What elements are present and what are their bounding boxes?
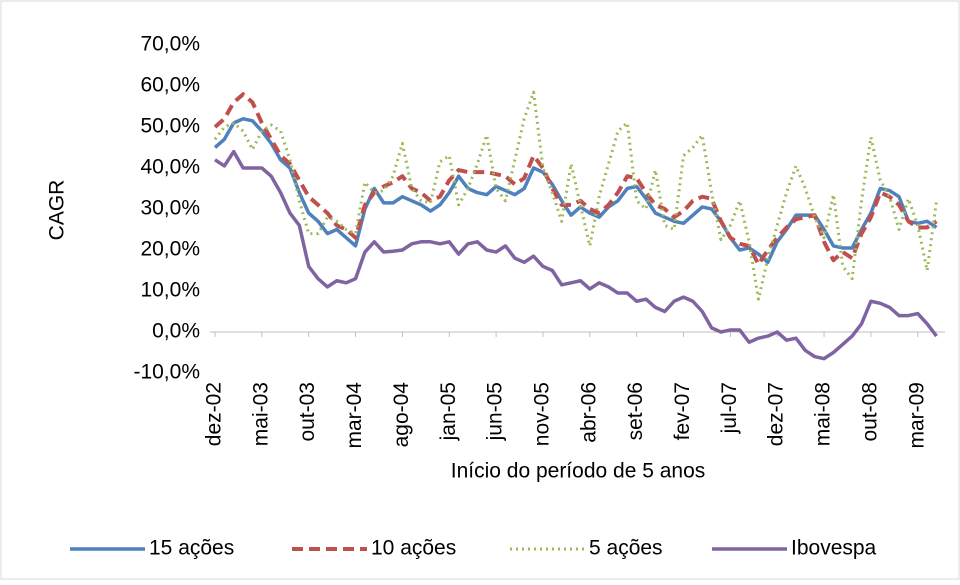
x-tick-label: jan-05	[437, 382, 460, 441]
y-axis-title: CAGR	[46, 180, 69, 241]
y-tick-label: 70,0%	[140, 33, 200, 56]
series-line	[214, 149, 938, 361]
x-tick-label: jul-07	[718, 382, 741, 434]
y-tick-label: 30,0%	[140, 197, 200, 220]
x-tick-label: mar-09	[905, 382, 928, 449]
legend-label: 15 ações	[149, 537, 234, 560]
x-tick-label: out-03	[296, 382, 319, 442]
x-tick-label: out-08	[858, 382, 881, 442]
x-tick-label: fev-07	[671, 382, 694, 440]
legend-label: 10 ações	[371, 537, 456, 560]
x-tick-label: nov-05	[530, 382, 553, 446]
y-tick-label: 20,0%	[140, 238, 200, 261]
x-tick-label: mai-08	[812, 382, 835, 446]
series-line	[213, 90, 938, 301]
x-tick-label: mar-04	[343, 382, 366, 449]
y-tick-label: 40,0%	[140, 156, 200, 179]
series-line	[213, 92, 938, 267]
x-axis-title: Início do período de 5 anos	[451, 460, 706, 483]
y-tick-label: 10,0%	[140, 279, 200, 302]
x-tick-label: ago-04	[390, 382, 413, 448]
x-tick-label: dez-02	[203, 382, 226, 446]
legend-label: Ibovespa	[791, 537, 877, 560]
y-tick-label: 60,0%	[140, 74, 200, 97]
x-tick-label: set-06	[624, 382, 647, 440]
x-tick-label: dez-07	[765, 382, 788, 446]
x-tick-label: abr-06	[577, 382, 600, 443]
x-tick-label: jun-05	[484, 382, 507, 441]
legend-label: 5 ações	[589, 537, 663, 560]
y-tick-label: 50,0%	[140, 115, 200, 138]
y-tick-label: 0,0%	[152, 320, 200, 343]
y-tick-label: -10,0%	[133, 361, 200, 384]
x-tick-label: mai-03	[249, 382, 272, 446]
